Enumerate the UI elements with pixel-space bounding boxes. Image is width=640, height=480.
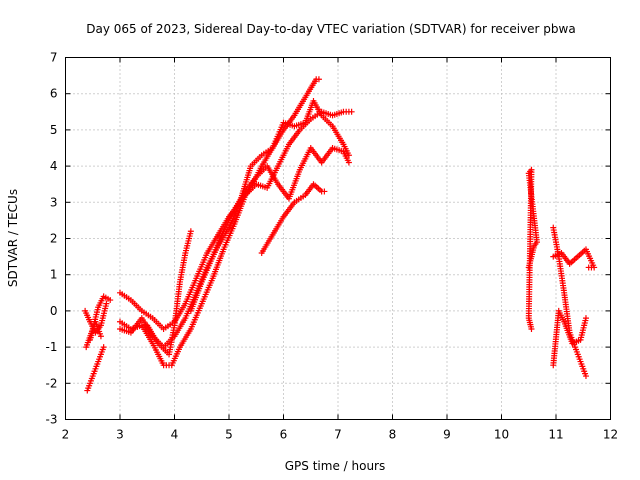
y-tick-label: 4 xyxy=(50,159,58,173)
x-tick-label: 11 xyxy=(548,428,563,442)
plot-frame xyxy=(65,57,611,420)
data-point xyxy=(528,326,535,332)
x-tick-label: 8 xyxy=(389,428,397,442)
x-axis-label: GPS time / hours xyxy=(285,459,386,473)
series-track-n xyxy=(550,307,589,369)
series-track-e xyxy=(117,76,322,332)
y-tick-label: 2 xyxy=(50,232,58,246)
y-tick-label: 6 xyxy=(50,87,58,101)
data-point xyxy=(187,228,194,235)
x-tick-label: 2 xyxy=(62,428,70,442)
y-axis-label: SDTVAR / TECUs xyxy=(6,189,20,287)
y-tick-label: -2 xyxy=(46,376,58,390)
data-point xyxy=(103,300,110,307)
data-point xyxy=(321,188,328,195)
series-track-c xyxy=(84,344,107,394)
y-tick-label: 1 xyxy=(50,268,58,282)
series-track-m xyxy=(550,246,598,271)
y-tick-label: 7 xyxy=(50,51,58,65)
x-tick-label: 7 xyxy=(334,428,342,442)
x-tick-label: 9 xyxy=(443,428,451,442)
x-tick-label: 4 xyxy=(171,428,179,442)
data-point xyxy=(107,297,114,304)
x-tick-label: 6 xyxy=(280,428,288,442)
series-track-k xyxy=(525,166,540,332)
y-tick-label: -3 xyxy=(46,413,58,427)
series-track-i xyxy=(187,145,352,314)
x-tick-label: 12 xyxy=(603,428,618,442)
data-point xyxy=(315,76,322,83)
y-tick-label: 5 xyxy=(50,123,58,137)
x-tick-label: 3 xyxy=(116,428,124,442)
data-point xyxy=(100,344,107,351)
data-point xyxy=(348,108,355,115)
y-tick-label: 0 xyxy=(50,304,58,318)
x-tick-label: 10 xyxy=(494,428,509,442)
series-track-j xyxy=(258,181,328,256)
data-point xyxy=(585,264,592,271)
data-points xyxy=(82,76,598,394)
series-track-h xyxy=(144,228,194,358)
series-track-d xyxy=(87,318,104,343)
data-point xyxy=(582,373,589,380)
x-tick-label: 5 xyxy=(225,428,233,442)
chart-title: Day 065 of 2023, Sidereal Day-to-day VTE… xyxy=(86,22,575,36)
y-tick-label: -1 xyxy=(46,340,58,354)
data-point xyxy=(582,315,589,322)
y-tick-label: 3 xyxy=(50,195,58,209)
data-point xyxy=(97,333,104,340)
grid xyxy=(65,57,611,420)
data-point xyxy=(345,159,352,166)
